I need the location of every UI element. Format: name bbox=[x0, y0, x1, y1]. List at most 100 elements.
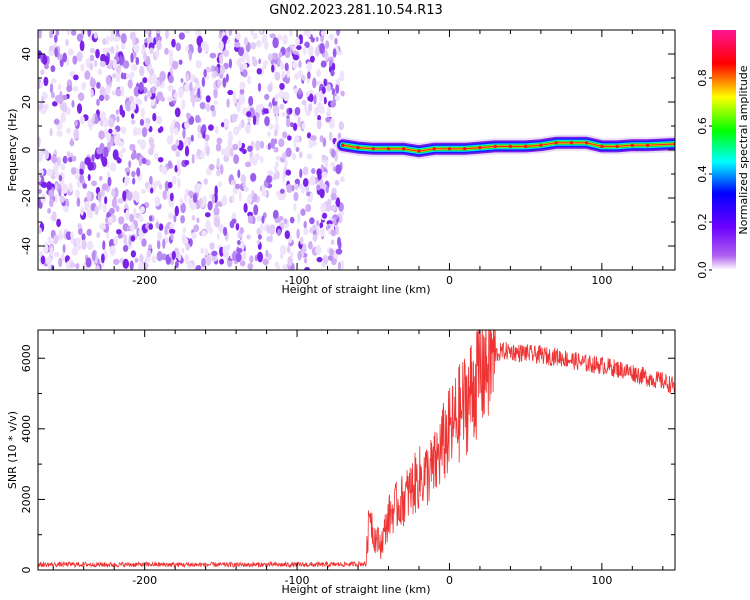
noise-speckle bbox=[135, 57, 140, 65]
noise-speckle bbox=[161, 96, 165, 102]
noise-speckle bbox=[302, 166, 309, 176]
noise-speckle bbox=[149, 68, 155, 76]
noise-speckle bbox=[182, 227, 187, 234]
noise-speckle bbox=[44, 149, 50, 160]
noise-speckle bbox=[271, 52, 279, 60]
noise-speckle bbox=[194, 83, 198, 93]
noise-speckle bbox=[54, 194, 58, 204]
noise-speckle bbox=[165, 30, 169, 40]
noise-speckle bbox=[58, 257, 63, 268]
noise-speckle bbox=[303, 45, 307, 56]
noise-speckle bbox=[291, 153, 297, 161]
noise-speckle bbox=[94, 59, 98, 68]
noise-speckle bbox=[116, 115, 120, 123]
noise-speckle bbox=[325, 185, 329, 194]
noise-speckle bbox=[205, 254, 212, 266]
noise-speckle bbox=[205, 95, 211, 103]
noise-speckle bbox=[93, 32, 98, 39]
noise-speckle bbox=[265, 249, 269, 258]
noise-speckle bbox=[203, 69, 207, 78]
noise-speckle bbox=[171, 250, 176, 260]
noise-speckle bbox=[130, 113, 135, 119]
noise-speckle bbox=[238, 191, 242, 202]
noise-speckle bbox=[195, 60, 202, 69]
noise-speckle bbox=[196, 148, 201, 157]
colorbar-tick-label: 0.2 bbox=[696, 213, 709, 231]
noise-speckle bbox=[216, 233, 220, 240]
noise-speckle bbox=[50, 246, 54, 257]
noise-speckle bbox=[99, 94, 105, 102]
noise-speckle bbox=[292, 60, 298, 70]
x-tick-label: -200 bbox=[132, 574, 157, 587]
noise-speckle bbox=[296, 45, 302, 51]
noise-speckle bbox=[226, 98, 230, 108]
carrier-peak bbox=[524, 144, 528, 148]
noise-speckle bbox=[295, 37, 300, 46]
noise-speckle bbox=[209, 52, 217, 59]
noise-speckle bbox=[275, 113, 279, 123]
noise-speckle bbox=[207, 169, 212, 176]
carrier-peak bbox=[615, 144, 619, 148]
noise-speckle bbox=[239, 227, 244, 234]
noise-speckle bbox=[169, 123, 174, 135]
noise-speckle bbox=[168, 74, 174, 84]
noise-speckle bbox=[156, 40, 162, 51]
noise-speckle bbox=[194, 77, 199, 84]
noise-speckle bbox=[301, 75, 306, 81]
noise-speckle bbox=[196, 217, 200, 224]
noise-speckle bbox=[101, 156, 108, 167]
noise-speckle bbox=[56, 156, 61, 167]
noise-speckle bbox=[278, 51, 283, 58]
spectrogram-ylabel: Frequency (Hz) bbox=[6, 109, 19, 192]
noise-speckle bbox=[184, 137, 189, 148]
noise-speckle bbox=[99, 118, 104, 127]
noise-speckle bbox=[330, 229, 337, 237]
noise-speckle bbox=[220, 148, 227, 156]
noise-speckle bbox=[201, 257, 206, 268]
noise-speckle bbox=[283, 91, 290, 102]
noise-speckle bbox=[287, 46, 291, 53]
noise-speckle bbox=[105, 75, 112, 86]
noise-speckle bbox=[259, 103, 264, 110]
noise-speckle bbox=[208, 124, 214, 131]
noise-speckle bbox=[210, 104, 215, 112]
noise-speckle bbox=[278, 138, 285, 148]
noise-speckle bbox=[237, 140, 242, 149]
noise-speckle bbox=[215, 143, 222, 152]
noise-speckle bbox=[204, 212, 211, 218]
noise-speckle bbox=[257, 82, 262, 92]
noise-speckle bbox=[263, 108, 270, 114]
noise-speckle bbox=[89, 78, 96, 88]
noise-speckle bbox=[216, 157, 220, 169]
noise-speckle bbox=[325, 40, 330, 49]
noise-speckle bbox=[78, 227, 83, 236]
noise-speckle bbox=[218, 223, 225, 234]
noise-speckle bbox=[164, 47, 169, 55]
carrier-peak bbox=[356, 146, 360, 150]
noise-speckle bbox=[322, 155, 329, 161]
noise-speckle bbox=[106, 35, 110, 46]
noise-speckle bbox=[268, 235, 273, 243]
noise-speckle bbox=[144, 255, 151, 263]
noise-speckle bbox=[272, 209, 279, 220]
noise-speckle bbox=[65, 39, 69, 47]
x-tick-label: 0 bbox=[446, 274, 453, 287]
noise-speckle bbox=[170, 233, 174, 240]
noise-speckle bbox=[121, 147, 126, 153]
noise-speckle bbox=[124, 176, 130, 185]
noise-speckle bbox=[80, 63, 85, 72]
noise-speckle bbox=[259, 30, 264, 34]
noise-speckle bbox=[236, 58, 242, 67]
noise-speckle bbox=[221, 122, 225, 128]
noise-speckle bbox=[130, 101, 137, 112]
colorbar-gradient bbox=[712, 30, 736, 270]
noise-speckle bbox=[242, 181, 246, 188]
noise-speckle bbox=[286, 117, 291, 128]
noise-speckle bbox=[138, 81, 144, 92]
noise-speckle bbox=[131, 170, 136, 178]
carrier-track-layer-6 bbox=[342, 142, 675, 152]
noise-speckle bbox=[335, 84, 340, 94]
noise-speckle bbox=[272, 37, 279, 49]
noise-speckle bbox=[178, 32, 185, 40]
